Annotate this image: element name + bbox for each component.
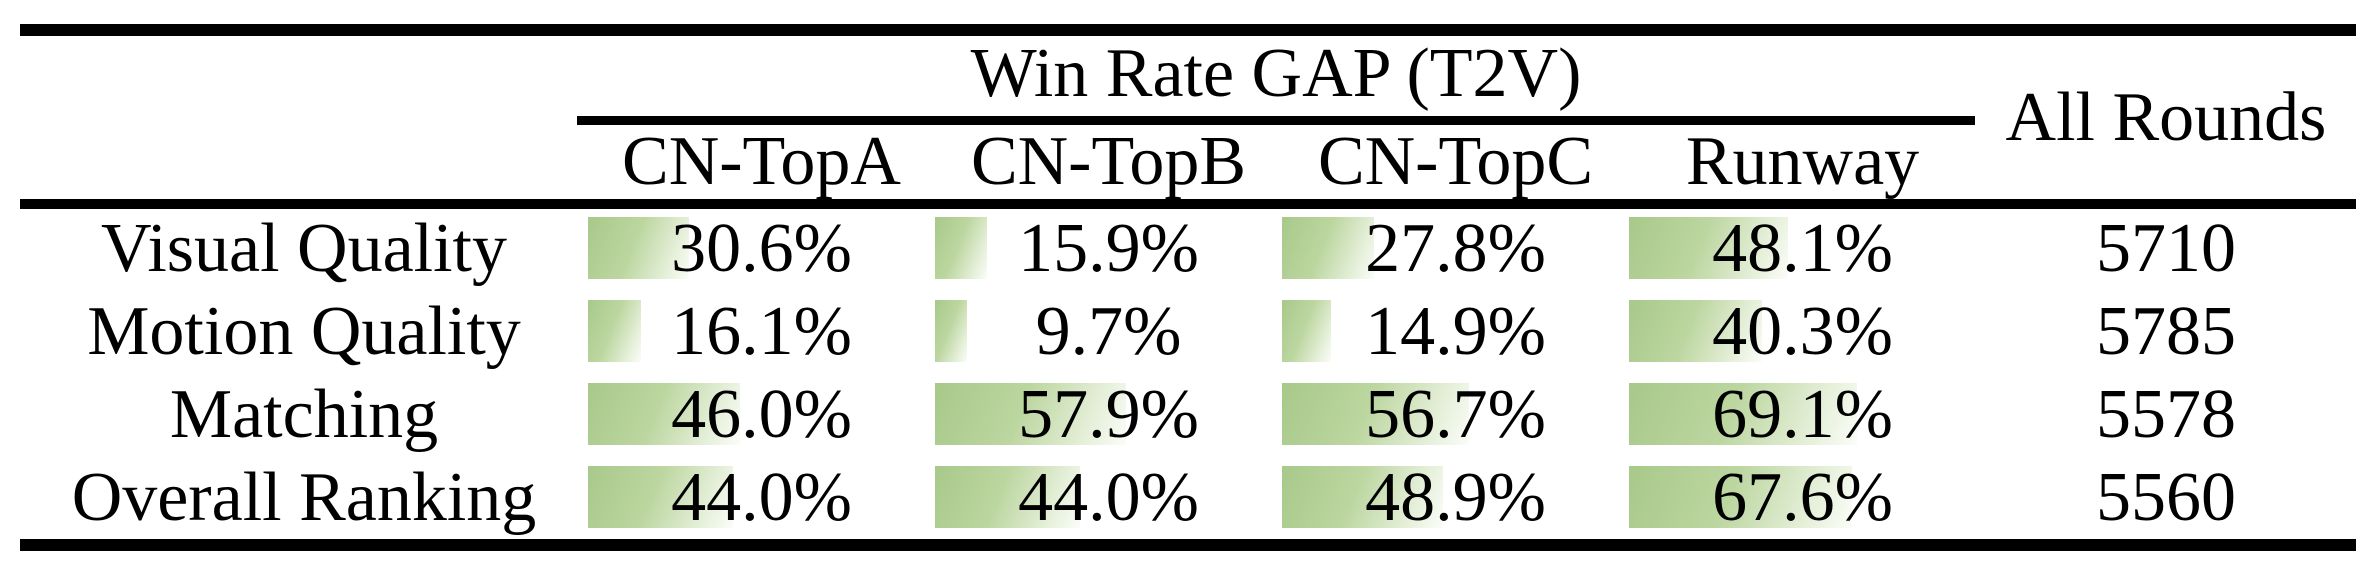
win-rate-value: 40.3% <box>1712 293 1893 370</box>
header-separator-rule <box>20 199 2356 209</box>
win-rate-bar-track <box>1629 466 1959 528</box>
win-rate-bar-track <box>1629 300 1959 362</box>
win-rate-bar <box>1282 300 1332 362</box>
win-rate-bar <box>1629 300 1762 362</box>
all-rounds-value: 5785 <box>2096 293 2236 370</box>
win-rate-value: 16.1% <box>671 293 852 370</box>
column-header-cn-topc: CN-TopC <box>1317 123 1594 200</box>
win-rate-bar <box>935 383 1127 445</box>
column-header-runway: Runway <box>1685 123 1920 200</box>
win-rate-bar <box>1629 383 1858 445</box>
row-label-overall-ranking: Overall Ranking <box>71 459 537 536</box>
table-top-rule <box>20 24 2356 36</box>
all-rounds-value: 5578 <box>2096 376 2236 453</box>
column-header-all-rounds: All Rounds <box>2005 78 2327 156</box>
win-rate-bar-track <box>588 466 918 528</box>
win-rate-bar-track <box>935 466 1265 528</box>
win-rate-value: 9.7% <box>1035 293 1182 370</box>
win-rate-bar <box>1629 217 1788 279</box>
win-rate-bar-track <box>935 217 1265 279</box>
win-rate-value: 69.1% <box>1712 376 1893 453</box>
win-rate-value: 44.0% <box>1018 459 1199 536</box>
win-rate-bar-track <box>1282 466 1612 528</box>
win-rate-bar <box>1282 383 1470 445</box>
all-rounds-value: 5560 <box>2096 459 2236 536</box>
row-label-motion-quality: Motion Quality <box>87 293 521 370</box>
row-label-visual-quality: Visual Quality <box>100 210 508 287</box>
win-rate-bar <box>588 383 740 445</box>
win-rate-bar <box>1282 466 1444 528</box>
win-rate-value: 57.9% <box>1018 376 1199 453</box>
win-rate-value: 67.6% <box>1712 459 1893 536</box>
group-header-win-rate-gap: Win Rate GAP (T2V) <box>970 35 1582 112</box>
win-rate-bar <box>935 466 1081 528</box>
win-rate-bar-track <box>588 383 918 445</box>
column-header-cn-topb: CN-TopB <box>970 123 1247 200</box>
win-rate-bar <box>1629 466 1853 528</box>
column-header-cn-topa: CN-TopA <box>622 123 901 200</box>
win-rate-value: 46.0% <box>671 376 852 453</box>
win-rate-value: 48.1% <box>1712 210 1893 287</box>
win-rate-bar <box>935 217 988 279</box>
win-rate-bar-track <box>1629 217 1959 279</box>
win-rate-bar-track <box>935 300 1265 362</box>
win-rate-bar-track <box>1282 300 1612 362</box>
win-rate-value: 15.9% <box>1018 210 1199 287</box>
win-rate-bar-track <box>588 300 918 362</box>
win-rate-value: 48.9% <box>1365 459 1546 536</box>
win-rate-value: 56.7% <box>1365 376 1546 453</box>
win-rate-value: 14.9% <box>1365 293 1546 370</box>
win-rate-bar-track <box>1282 383 1612 445</box>
win-rate-bar <box>588 300 642 362</box>
all-rounds-value: 5710 <box>2096 210 2236 287</box>
win-rate-value: 44.0% <box>671 459 852 536</box>
win-rate-bar-track <box>935 383 1265 445</box>
win-rate-bar <box>1282 217 1374 279</box>
group-header-underline <box>577 116 1975 125</box>
win-rate-bar-track <box>1282 217 1612 279</box>
win-rate-value: 27.8% <box>1365 210 1546 287</box>
win-rate-bar-track <box>588 217 918 279</box>
row-label-matching: Matching <box>169 376 439 453</box>
win-rate-value: 30.6% <box>671 210 852 287</box>
table-bottom-rule <box>20 539 2356 551</box>
win-rate-bar <box>588 217 689 279</box>
win-rate-bar <box>935 300 967 362</box>
win-rate-bar <box>588 466 734 528</box>
win-rate-bar-track <box>1629 383 1959 445</box>
